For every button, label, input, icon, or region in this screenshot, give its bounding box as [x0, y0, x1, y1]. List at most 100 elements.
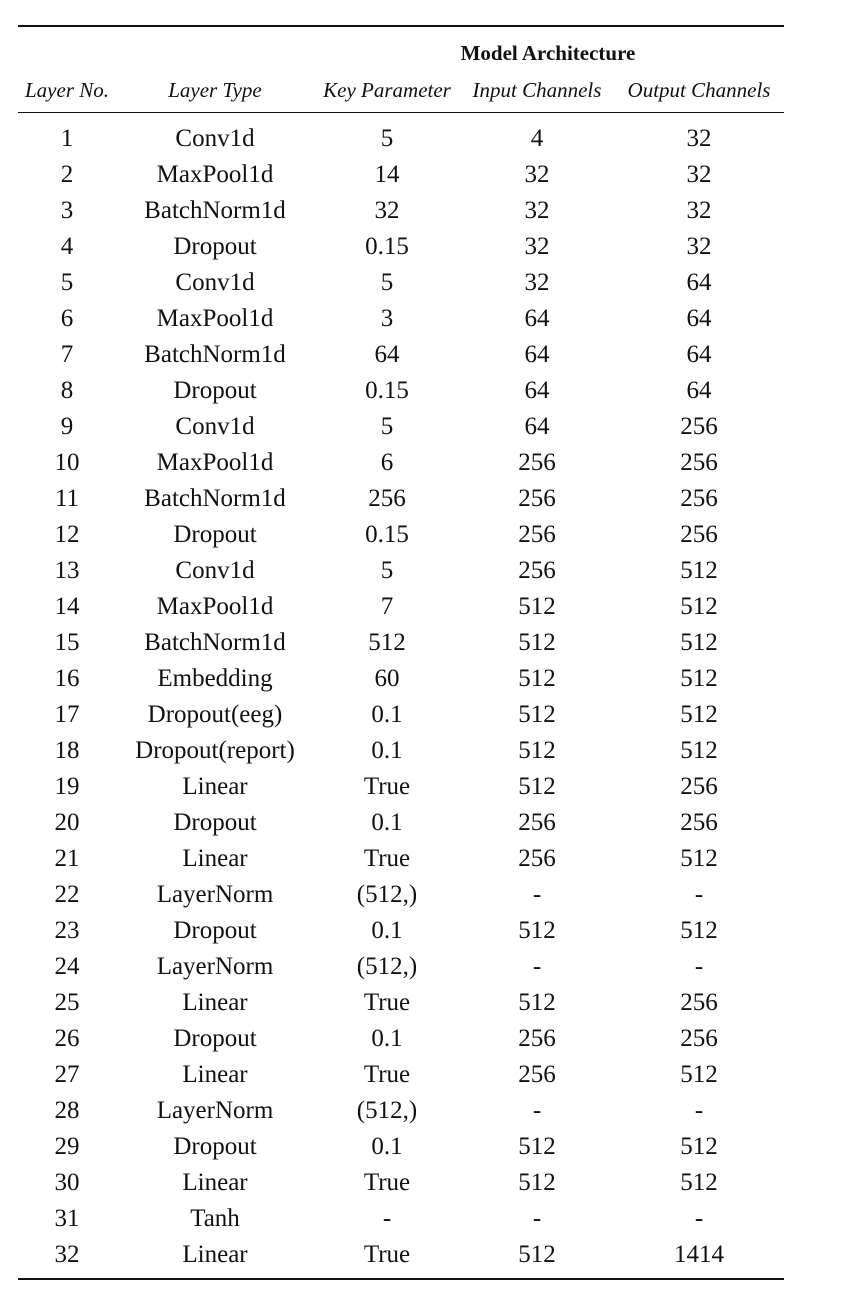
input-channels-cell: 256	[518, 1025, 556, 1052]
layer-no-cell: 4	[60, 233, 74, 260]
table-row: 20 Dropout 0.1 256 256	[18, 805, 784, 841]
layer-no-cell: 8	[60, 377, 74, 404]
table-row: 1 Conv1d 5 4 32	[18, 121, 784, 157]
layer-no-cell: 5	[60, 269, 74, 296]
layer-no-cell: 28	[54, 1097, 80, 1124]
table-row: 4 Dropout 0.15 32 32	[18, 229, 784, 265]
layer-type-cell: LayerNorm	[156, 953, 274, 980]
output-channels-cell: 256	[680, 521, 718, 548]
table-row: 3 BatchNorm1d 32 32 32	[18, 193, 784, 229]
input-channels-cell: 512	[518, 1133, 556, 1160]
table-body: 1 Conv1d 5 4 32 2 MaxPool1d 14 32 32 3 BatchNorm1d 3…	[18, 121, 784, 1273]
table-row: 31 Tanh - - -	[18, 1201, 784, 1237]
layer-no-cell: 6	[60, 305, 74, 332]
table-row: 14 MaxPool1d 7 512 512	[18, 589, 784, 625]
input-channels-cell: 256	[518, 557, 556, 584]
layer-type-cell: Linear	[182, 773, 248, 800]
layer-no-cell: 10	[54, 449, 80, 476]
layer-type-cell: Conv1d	[175, 413, 255, 440]
column-header-layer-type: Layer Type	[168, 78, 262, 102]
layer-no-cell: 24	[54, 953, 80, 980]
key-parameter-cell: 7	[380, 593, 394, 620]
input-channels-cell: 256	[518, 449, 556, 476]
input-channels-cell: 64	[524, 305, 550, 332]
layer-no-cell: 14	[54, 593, 80, 620]
input-channels-cell: 256	[518, 1061, 556, 1088]
output-channels-cell: 64	[686, 305, 712, 332]
layer-no-cell: 30	[54, 1169, 80, 1196]
layer-no-cell: 7	[60, 341, 74, 368]
key-parameter-cell: True	[363, 1061, 411, 1088]
group-header-label: Model Architecture	[460, 41, 636, 65]
output-channels-cell: 32	[686, 125, 712, 152]
output-channels-cell: 32	[686, 233, 712, 260]
table-row: 11 BatchNorm1d 256 256 256	[18, 481, 784, 517]
output-channels-cell: -	[694, 953, 704, 980]
table-row: 17 Dropout(eeg) 0.1 512 512	[18, 697, 784, 733]
table-row: 25 Linear True 512 256	[18, 985, 784, 1021]
layer-type-cell: Tanh	[190, 1205, 240, 1232]
input-channels-cell: 512	[518, 989, 556, 1016]
output-channels-cell: -	[694, 1097, 704, 1124]
input-channels-cell: 32	[524, 161, 550, 188]
table-row: 10 MaxPool1d 6 256 256	[18, 445, 784, 481]
output-channels-cell: 256	[680, 449, 718, 476]
layer-type-cell: MaxPool1d	[156, 593, 274, 620]
layer-type-cell: Dropout	[173, 377, 257, 404]
key-parameter-cell: 6	[380, 449, 394, 476]
model-architecture-table: Model Architecture Layer No. Layer Type …	[18, 0, 784, 1316]
layer-no-cell: 21	[54, 845, 80, 872]
key-parameter-cell: True	[363, 1241, 411, 1268]
layer-type-cell: Linear	[182, 1241, 248, 1268]
column-header-output-channels: Output Channels	[627, 78, 771, 102]
layer-no-cell: 13	[54, 557, 80, 584]
input-channels-cell: 64	[524, 341, 550, 368]
layer-no-cell: 23	[54, 917, 80, 944]
layer-type-cell: LayerNorm	[156, 881, 274, 908]
layer-type-cell: Linear	[182, 845, 248, 872]
table-row: 9 Conv1d 5 64 256	[18, 409, 784, 445]
layer-no-cell: 16	[54, 665, 80, 692]
layer-no-cell: 29	[54, 1133, 80, 1160]
layer-type-cell: MaxPool1d	[156, 161, 274, 188]
input-channels-cell: 32	[524, 233, 550, 260]
output-channels-cell: 512	[680, 1061, 718, 1088]
key-parameter-cell: 0.1	[371, 1025, 403, 1052]
key-parameter-cell: 0.1	[371, 917, 403, 944]
layer-no-cell: 25	[54, 989, 80, 1016]
layer-type-cell: Dropout	[173, 1133, 257, 1160]
layer-type-cell: Dropout(report)	[135, 737, 295, 764]
table-row: 28 LayerNorm (512,) - -	[18, 1093, 784, 1129]
output-channels-cell: 256	[680, 1025, 718, 1052]
table-row: 6 MaxPool1d 3 64 64	[18, 301, 784, 337]
input-channels-cell: 512	[518, 665, 556, 692]
layer-no-cell: 22	[54, 881, 80, 908]
output-channels-cell: 256	[680, 485, 718, 512]
table-row: 7 BatchNorm1d 64 64 64	[18, 337, 784, 373]
layer-no-cell: 31	[54, 1205, 80, 1232]
layer-type-cell: BatchNorm1d	[144, 629, 286, 656]
key-parameter-cell: 0.1	[371, 737, 403, 764]
input-channels-cell: -	[532, 953, 542, 980]
input-channels-cell: 256	[518, 485, 556, 512]
layer-no-cell: 27	[54, 1061, 80, 1088]
key-parameter-cell: (512,)	[356, 953, 418, 980]
output-channels-cell: 256	[680, 413, 718, 440]
layer-type-cell: Conv1d	[175, 557, 255, 584]
layer-no-cell: 20	[54, 809, 80, 836]
column-header-input-channels: Input Channels	[472, 78, 602, 102]
table-row: 29 Dropout 0.1 512 512	[18, 1129, 784, 1165]
input-channels-cell: 512	[518, 701, 556, 728]
table-row: 12 Dropout 0.15 256 256	[18, 517, 784, 553]
layer-type-cell: MaxPool1d	[156, 305, 274, 332]
layer-no-cell: 19	[54, 773, 80, 800]
table-row: 18 Dropout(report) 0.1 512 512	[18, 733, 784, 769]
key-parameter-cell: 5	[380, 125, 394, 152]
layer-type-cell: MaxPool1d	[156, 449, 274, 476]
output-channels-cell: 512	[680, 629, 718, 656]
top-rule	[18, 25, 784, 27]
output-channels-cell: 512	[680, 593, 718, 620]
input-channels-cell: 512	[518, 593, 556, 620]
table-row: 2 MaxPool1d 14 32 32	[18, 157, 784, 193]
output-channels-cell: 512	[680, 1169, 718, 1196]
